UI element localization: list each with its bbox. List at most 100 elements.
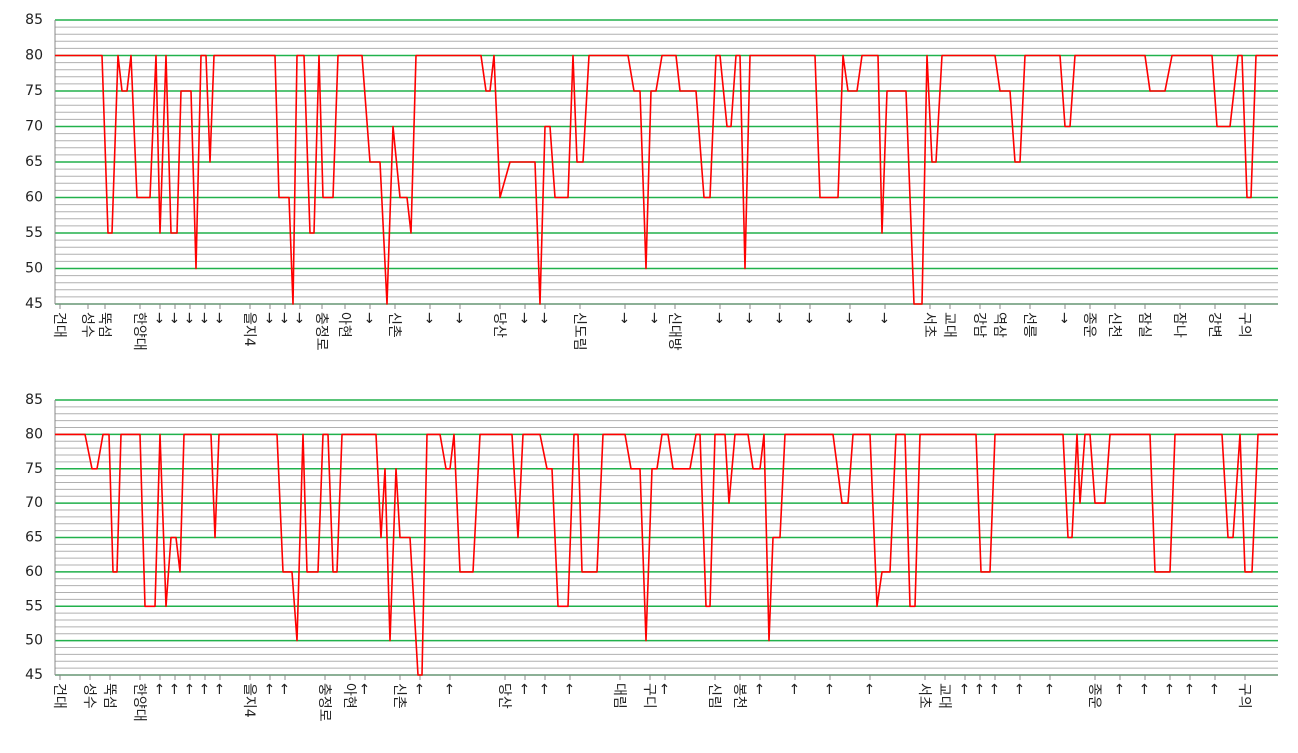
x-tick-label: 종운 [1081, 312, 1097, 338]
x-tick-label: ← [751, 683, 767, 695]
x-tick-label: ← [276, 683, 292, 695]
x-tick-label: → [166, 312, 182, 324]
x-tick-label: ← [211, 683, 227, 695]
x-tick-label: → [741, 312, 757, 324]
x-tick-label: → [421, 312, 437, 324]
x-tick-label: 뚝섬 [101, 683, 117, 709]
y-tick-label: 60 [25, 564, 43, 580]
x-tick-label: 신림 [706, 683, 722, 709]
x-tick-label: ← [536, 683, 552, 695]
y-tick-label: 65 [25, 154, 43, 170]
x-tick-label: 종운 [1086, 683, 1102, 709]
x-tick-label: → [876, 312, 892, 324]
x-tick-label: → [261, 312, 277, 324]
x-tick-label: 구의 [1236, 312, 1252, 338]
speed-line [55, 54, 1278, 305]
y-tick-label: 80 [25, 426, 43, 442]
x-tick-label: 건대 [51, 683, 67, 709]
x-tick-label: 신대방 [666, 312, 682, 351]
x-tick-label: ← [971, 683, 987, 695]
x-tick-label: 서초 [921, 312, 937, 338]
x-tick-label: ← [356, 683, 372, 695]
x-tick-label: 신촌 [386, 312, 402, 338]
x-tick-label: 성수 [79, 312, 95, 338]
x-tick-label: ← [821, 683, 837, 695]
y-tick-label: 55 [25, 598, 43, 614]
x-tick-label: 교대 [941, 312, 957, 338]
x-tick-label: 강변 [1206, 312, 1222, 338]
y-tick-label: 65 [25, 530, 43, 546]
y-tick-label: 85 [25, 12, 43, 28]
x-tick-label: 한양대 [131, 312, 147, 351]
y-tick-label: 50 [25, 261, 43, 277]
x-tick-label: ← [196, 683, 212, 695]
x-tick-label: → [361, 312, 377, 324]
x-tick-label: 성수 [81, 683, 97, 709]
x-tick-label: ← [656, 683, 672, 695]
x-tick-label: 당산 [496, 683, 512, 709]
x-tick-label: → [801, 312, 817, 324]
x-tick-label: ← [516, 683, 532, 695]
x-tick-label: 구의 [1236, 683, 1252, 709]
y-tick-label: 85 [25, 392, 43, 408]
x-tick-label: ← [1111, 683, 1127, 695]
x-tick-label: 을지4 [241, 312, 257, 347]
x-tick-label: 강남 [971, 312, 987, 338]
x-tick-label: → [181, 312, 197, 324]
x-tick-label: → [196, 312, 212, 324]
y-tick-label: 45 [25, 296, 43, 312]
x-tick-label: ← [1206, 683, 1222, 695]
x-tick-label: → [151, 312, 167, 324]
x-tick-label: 교대 [936, 683, 952, 709]
x-tick-label: 봉천 [731, 683, 747, 709]
x-tick-label: → [451, 312, 467, 324]
x-tick-label: ← [1161, 683, 1177, 695]
x-tick-label: → [516, 312, 532, 324]
x-tick-label: 뚝섬 [96, 312, 112, 338]
y-tick-label: 50 [25, 633, 43, 649]
x-tick-label: 아현 [341, 683, 357, 709]
x-tick-label: 잠실 [1136, 312, 1152, 338]
x-tick-label: → [291, 312, 307, 324]
x-tick-label: ← [261, 683, 277, 695]
x-tick-label: ← [166, 683, 182, 695]
x-tick-label: → [536, 312, 552, 324]
x-tick-label: 잠나 [1171, 312, 1187, 338]
y-tick-label: 75 [25, 83, 43, 99]
x-tick-label: 건대 [51, 312, 67, 338]
x-tick-label: → [1056, 312, 1072, 324]
x-tick-label: 을지4 [241, 683, 257, 718]
x-tick-label: → [646, 312, 662, 324]
x-tick-label: ← [151, 683, 167, 695]
x-tick-label: → [616, 312, 632, 324]
x-tick-label: 충정로 [316, 683, 332, 722]
y-tick-label: 70 [25, 119, 43, 135]
x-tick-label: 대림 [611, 683, 627, 709]
x-tick-label: ← [986, 683, 1002, 695]
x-tick-label: ← [181, 683, 197, 695]
x-tick-label: ← [561, 683, 577, 695]
x-tick-label: 신천 [1106, 312, 1122, 338]
x-tick-label: 서초 [916, 683, 932, 709]
x-tick-label: 당산 [491, 312, 507, 338]
x-tick-label: 아현 [336, 312, 352, 338]
x-tick-label: ← [441, 683, 457, 695]
y-tick-label: 80 [25, 48, 43, 64]
x-tick-label: ← [861, 683, 877, 695]
x-tick-label: 선릉 [1021, 312, 1037, 338]
x-tick-label: ← [411, 683, 427, 695]
y-tick-label: 75 [25, 461, 43, 477]
x-tick-label: → [771, 312, 787, 324]
y-tick-label: 60 [25, 190, 43, 206]
x-tick-label: → [211, 312, 227, 324]
speed-line [55, 433, 1278, 676]
x-tick-label: ← [786, 683, 802, 695]
x-tick-label: 한양대 [131, 683, 147, 722]
x-tick-label: → [276, 312, 292, 324]
x-tick-label: ← [1136, 683, 1152, 695]
x-tick-label: ← [1011, 683, 1027, 695]
x-tick-label: → [711, 312, 727, 324]
x-tick-label: 구디 [641, 683, 657, 709]
x-tick-label: ← [1181, 683, 1197, 695]
